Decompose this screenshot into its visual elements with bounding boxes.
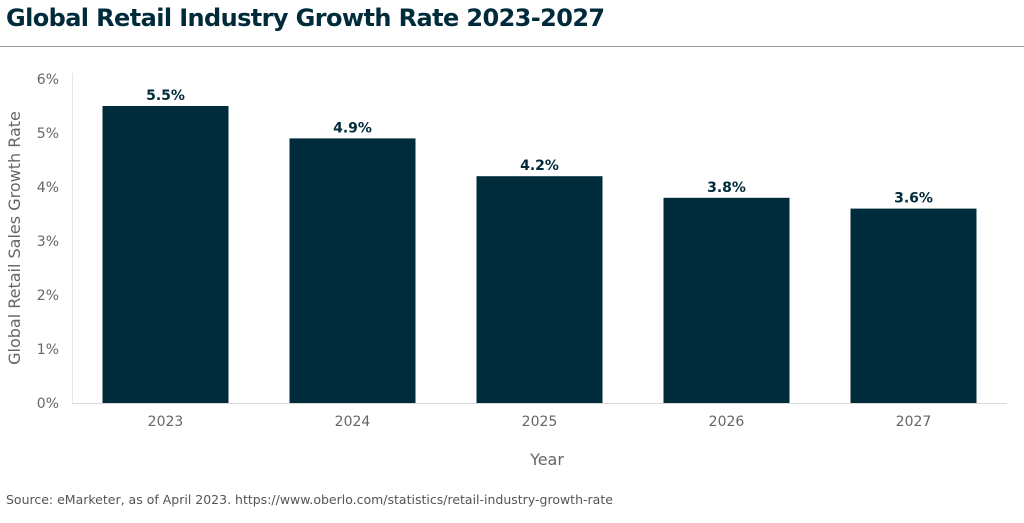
y-tick-label: 0% (37, 396, 59, 412)
y-tick-label: 2% (37, 288, 59, 304)
data-label-2024: 4.9% (333, 120, 372, 136)
y-axis-ticks: 0% 1% 2% 3% 4% 5% 6% (37, 72, 59, 412)
y-tick-label: 5% (37, 126, 59, 142)
bar-2025 (476, 176, 603, 403)
bar-2026 (663, 197, 790, 403)
x-tick-label: 2027 (896, 414, 932, 430)
y-tick-label: 4% (37, 180, 59, 196)
x-tick-label: 2025 (522, 414, 558, 430)
data-label-2026: 3.8% (707, 180, 746, 196)
y-tick-label: 1% (37, 342, 59, 358)
source-note: Source: eMarketer, as of April 2023. htt… (6, 492, 613, 507)
y-axis-title: Global Retail Sales Growth Rate (5, 111, 24, 365)
data-label-2027: 3.6% (894, 191, 933, 207)
y-tick-label: 6% (37, 72, 59, 88)
data-label-2023: 5.5% (146, 88, 185, 104)
title-divider (0, 46, 1024, 47)
bar-2027 (850, 208, 977, 403)
bar-chart: 0% 1% 2% 3% 4% 5% 6% 5.5% 4.9% 4.2% 3.8% 3.6% 2023… (5, 72, 1007, 469)
y-tick-label: 3% (37, 234, 59, 250)
x-axis-ticks: 2023 2024 2025 2026 2027 (148, 414, 932, 430)
x-tick-label: 2024 (335, 414, 371, 430)
bar-2023 (102, 106, 229, 403)
bar-2024 (289, 138, 416, 403)
x-axis-title: Year (529, 450, 564, 469)
chart-title: Global Retail Industry Growth Rate 2023-… (6, 4, 605, 32)
data-label-2025: 4.2% (520, 158, 559, 174)
bars: 5.5% 4.9% 4.2% 3.8% 3.6% (102, 88, 977, 403)
x-tick-label: 2023 (148, 414, 184, 430)
x-tick-label: 2026 (709, 414, 745, 430)
